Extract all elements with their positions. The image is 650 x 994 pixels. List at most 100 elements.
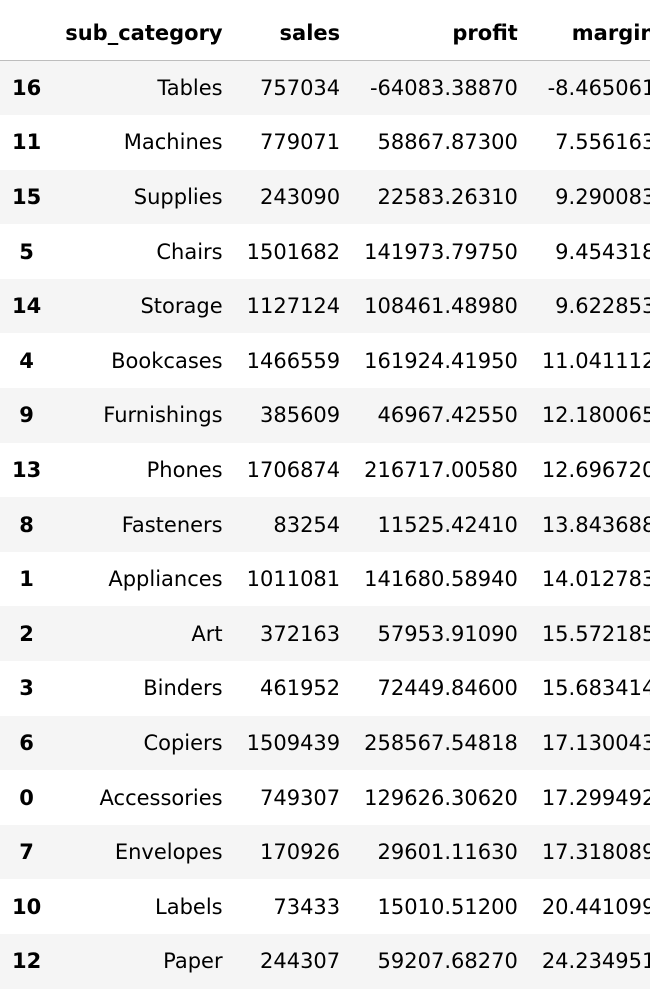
- cell-sales: 1509439: [246, 730, 341, 755]
- table-body: 16 Tables 757034 -64083.38870 -8.465061 11 Mac…: [0, 60, 650, 989]
- cell-profit: 59207.68270: [377, 949, 518, 974]
- cell-profit: 11525.42410: [377, 512, 518, 537]
- table-row: 4 Bookcases 1466559 161924.41950 11.041112: [0, 333, 650, 388]
- cell-margin: 12.180065: [541, 403, 650, 428]
- cell-profit: 72449.84600: [377, 676, 518, 701]
- cell-margin: 17.130043: [541, 730, 650, 755]
- row-index: 3: [19, 676, 34, 701]
- table-row: 15 Supplies 243090 22583.26310 9.290083: [0, 169, 650, 225]
- cell-sub-category: Paper: [163, 949, 223, 974]
- column-header-sub-category: sub_category: [53, 6, 235, 61]
- column-header-sales: sales: [234, 6, 353, 61]
- cell-sales: 73433: [273, 894, 341, 919]
- cell-sales: 243090: [259, 184, 341, 209]
- cell-margin: 15.683414: [541, 676, 650, 701]
- cell-sub-category: Phones: [146, 457, 223, 482]
- cell-profit: 22583.26310: [377, 184, 518, 209]
- row-index: 2: [19, 621, 34, 646]
- table-row: 2 Art 372163 57953.91090 15.572185: [0, 606, 650, 662]
- table-row: 0 Accessories 749307 129626.30620 17.299492: [0, 770, 650, 825]
- table-row: 6 Copiers 1509439 258567.54818 17.130043: [0, 715, 650, 771]
- row-index: 9: [19, 403, 34, 428]
- cell-margin: 13.843688: [541, 512, 650, 537]
- cell-sub-category: Copiers: [143, 730, 223, 755]
- index-header: [0, 6, 54, 61]
- cell-margin: 17.299492: [541, 785, 650, 810]
- table-row: 1 Appliances 1011081 141680.58940 14.012783: [0, 552, 650, 607]
- cell-sub-category: Storage: [140, 294, 223, 319]
- table-row: 9 Furnishings 385609 46967.42550 12.180065: [0, 388, 650, 443]
- row-index: 5: [19, 239, 34, 264]
- cell-sub-category: Furnishings: [103, 403, 223, 428]
- table-row: 10 Labels 73433 15010.51200 20.441099: [0, 879, 650, 934]
- table-row: 16 Tables 757034 -64083.38870 -8.465061: [0, 60, 650, 116]
- row-index: 11: [12, 130, 42, 155]
- cell-sales: 170926: [259, 840, 341, 865]
- header-row: sub_category sales profit margin: [0, 6, 650, 61]
- row-index: 10: [12, 894, 42, 919]
- row-index: 1: [19, 567, 34, 592]
- row-index: 13: [12, 457, 42, 482]
- cell-sales: 1127124: [246, 294, 341, 319]
- cell-margin: 20.441099: [541, 894, 650, 919]
- cell-sales: 757034: [259, 76, 341, 101]
- cell-sub-category: Fasteners: [121, 512, 223, 537]
- cell-sub-category: Envelopes: [114, 840, 223, 865]
- cell-sub-category: Supplies: [133, 184, 223, 209]
- cell-profit: 15010.51200: [377, 894, 518, 919]
- cell-sub-category: Machines: [123, 130, 223, 155]
- cell-profit: 258567.54818: [364, 730, 518, 755]
- cell-margin: 15.572185: [541, 621, 650, 646]
- cell-margin: -8.465061: [547, 76, 650, 101]
- cell-sales: 372163: [259, 621, 341, 646]
- cell-margin: 7.556163: [555, 130, 650, 155]
- cell-margin: 9.454318: [555, 239, 650, 264]
- cell-profit: 141680.58940: [364, 567, 518, 592]
- cell-margin: 9.622853: [555, 294, 650, 319]
- table-header: sub_category sales profit margin: [0, 6, 650, 61]
- cell-sales: 779071: [259, 130, 341, 155]
- table-row: 11 Machines 779071 58867.87300 7.556163: [0, 115, 650, 170]
- cell-sub-category: Chairs: [156, 239, 223, 264]
- cell-sub-category: Labels: [155, 894, 223, 919]
- row-index: 12: [12, 949, 42, 974]
- cell-sales: 461952: [259, 676, 341, 701]
- table-row: 3 Binders 461952 72449.84600 15.683414: [0, 661, 650, 716]
- cell-sub-category: Art: [191, 621, 223, 646]
- cell-profit: 57953.91090: [377, 621, 518, 646]
- cell-sales: 1706874: [246, 457, 341, 482]
- cell-margin: 11.041112: [541, 348, 650, 373]
- cell-profit: 108461.48980: [364, 294, 518, 319]
- cell-sub-category: Bookcases: [111, 348, 223, 373]
- cell-profit: 129626.30620: [364, 785, 518, 810]
- row-index: 4: [19, 348, 34, 373]
- cell-profit: 216717.00580: [364, 457, 518, 482]
- cell-sales: 1466559: [246, 348, 341, 373]
- cell-margin: 24.234951: [541, 949, 650, 974]
- cell-sales: 1011081: [246, 567, 341, 592]
- cell-profit: 58867.87300: [377, 130, 518, 155]
- cell-sub-category: Appliances: [108, 567, 223, 592]
- row-index: 16: [12, 76, 42, 101]
- row-index: 8: [19, 512, 34, 537]
- cell-profit: 46967.42550: [377, 403, 518, 428]
- table-row: 5 Chairs 1501682 141973.79750 9.454318: [0, 224, 650, 279]
- row-index: 0: [19, 785, 34, 810]
- cell-margin: 12.696720: [541, 457, 650, 482]
- cell-sales: 244307: [259, 949, 341, 974]
- cell-sub-category: Tables: [157, 76, 223, 101]
- cell-margin: 9.290083: [555, 184, 650, 209]
- cell-profit: 29601.11630: [377, 840, 518, 865]
- cell-sales: 385609: [259, 403, 341, 428]
- column-header-margin: margin: [529, 6, 650, 61]
- cell-profit: 161924.41950: [364, 348, 518, 373]
- cell-sales: 749307: [259, 785, 341, 810]
- column-header-profit: profit: [352, 6, 530, 61]
- cell-margin: 14.012783: [541, 567, 650, 592]
- cell-sales: 1501682: [246, 239, 341, 264]
- row-index: 6: [19, 730, 34, 755]
- table-row: 13 Phones 1706874 216717.00580 12.696720: [0, 443, 650, 498]
- cell-sales: 83254: [273, 512, 341, 537]
- row-index: 15: [12, 184, 42, 209]
- cell-profit: -64083.38870: [369, 76, 518, 101]
